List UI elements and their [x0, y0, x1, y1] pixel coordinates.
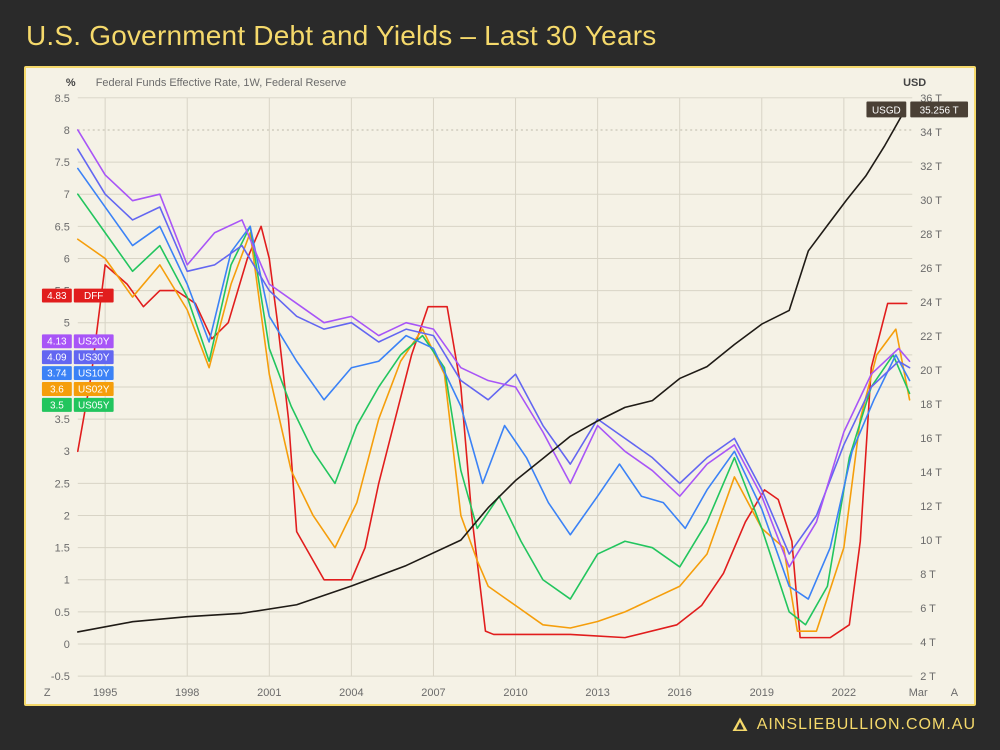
legend-us10y: 3.74 US10Y [42, 366, 114, 380]
y-left-tick: 1 [64, 575, 70, 587]
y-left-tick: 8 [64, 125, 70, 137]
svg-text:USGD: USGD [872, 105, 901, 116]
y-left-tick: 3 [64, 446, 70, 458]
y-left-tick: 8.5 [55, 93, 70, 105]
x-tick: 2007 [421, 687, 445, 699]
y-left-tick: 0 [64, 639, 70, 651]
x-tick: 2010 [503, 687, 527, 699]
y-left-tick: 7.5 [55, 157, 70, 169]
x-right-pad: A [951, 687, 959, 699]
series-us10y [78, 168, 910, 599]
svg-text:US02Y: US02Y [78, 384, 110, 395]
debt-yields-chart: % Federal Funds Effective Rate, 1W, Feder… [26, 68, 974, 704]
svg-text:DFF: DFF [84, 291, 103, 302]
left-axis-unit: % [66, 77, 76, 89]
y-left-tick: 2.5 [55, 478, 70, 490]
right-axis-unit: USD [903, 77, 926, 89]
x-extra-label: Mar [909, 687, 928, 699]
x-tick: 1998 [175, 687, 199, 699]
grid [78, 98, 912, 676]
legend-us02y: 3.6 US02Y [42, 382, 114, 396]
x-tick: 1995 [93, 687, 117, 699]
y-left-tick: 0.5 [55, 607, 70, 619]
y-right-tick: 6 T [920, 603, 936, 615]
chart-container: % Federal Funds Effective Rate, 1W, Feder… [24, 66, 976, 706]
y-left-tick: 1.5 [55, 543, 70, 555]
svg-text:US20Y: US20Y [78, 337, 110, 348]
y-right-tick: 4 T [920, 637, 936, 649]
svg-text:US05Y: US05Y [78, 400, 110, 411]
x-tick: 2001 [257, 687, 281, 699]
series-us02y [78, 233, 910, 631]
y-right-tick: 8 T [920, 569, 936, 581]
y-right-tick: 10 T [920, 535, 942, 547]
y-left-tick: 6.5 [55, 221, 70, 233]
attribution-footer: AINSLIEBULLION.COM.AU [24, 716, 976, 734]
svg-text:4.09: 4.09 [47, 353, 67, 364]
y-left-tick: -0.5 [51, 671, 70, 683]
svg-text:US30Y: US30Y [78, 353, 110, 364]
page-title: U.S. Government Debt and Yields – Last 3… [26, 20, 976, 52]
y-right-tick: 28 T [920, 229, 942, 241]
x-tick: 2016 [668, 687, 692, 699]
y-right-tick: 20 T [920, 365, 942, 377]
svg-text:35.256 T: 35.256 T [920, 105, 959, 116]
series-usgd [78, 111, 904, 632]
series-dff [78, 226, 907, 637]
y-right-tick: 22 T [920, 331, 942, 343]
svg-text:3.74: 3.74 [47, 369, 67, 380]
y-right-tick: 16 T [920, 433, 942, 445]
legend-us05y: 3.5 US05Y [42, 398, 114, 412]
legend-us20y: 4.13 US20Y [42, 334, 114, 348]
svg-text:4.13: 4.13 [47, 337, 67, 348]
y-right-tick: 2 T [920, 671, 936, 683]
x-tick: 2013 [585, 687, 609, 699]
legend-dff: 4.83 DFF [42, 289, 114, 303]
y-left-tick: 5 [64, 318, 70, 330]
y-right-tick: 18 T [920, 399, 942, 411]
svg-text:4.83: 4.83 [47, 291, 67, 302]
svg-text:3.5: 3.5 [50, 400, 64, 411]
x-tick: 2022 [832, 687, 856, 699]
attribution-text: AINSLIEBULLION.COM.AU [757, 716, 976, 734]
y-left-tick: 3.5 [55, 414, 70, 426]
brand-logo-icon [731, 716, 749, 734]
legend-us30y: 4.09 US30Y [42, 350, 114, 364]
y-left-tick: 2 [64, 511, 70, 523]
y-left-tick: 6 [64, 253, 70, 265]
chart-subtitle: Federal Funds Effective Rate, 1W, Federa… [96, 77, 347, 89]
y-right-tick: 12 T [920, 501, 942, 513]
x-left-pad: Z [44, 687, 51, 699]
y-right-tick: 24 T [920, 297, 942, 309]
svg-text:3.6: 3.6 [50, 384, 64, 395]
svg-text:US10Y: US10Y [78, 369, 110, 380]
x-tick: 2004 [339, 687, 363, 699]
y-right-tick: 32 T [920, 161, 942, 173]
y-right-tick: 30 T [920, 195, 942, 207]
y-left-tick: 7 [64, 189, 70, 201]
y-right-tick: 34 T [920, 127, 942, 139]
x-tick: 2019 [750, 687, 774, 699]
usgd-callout: USGD 35.256 T [866, 102, 968, 118]
y-right-tick: 14 T [920, 467, 942, 479]
y-right-tick: 26 T [920, 263, 942, 275]
